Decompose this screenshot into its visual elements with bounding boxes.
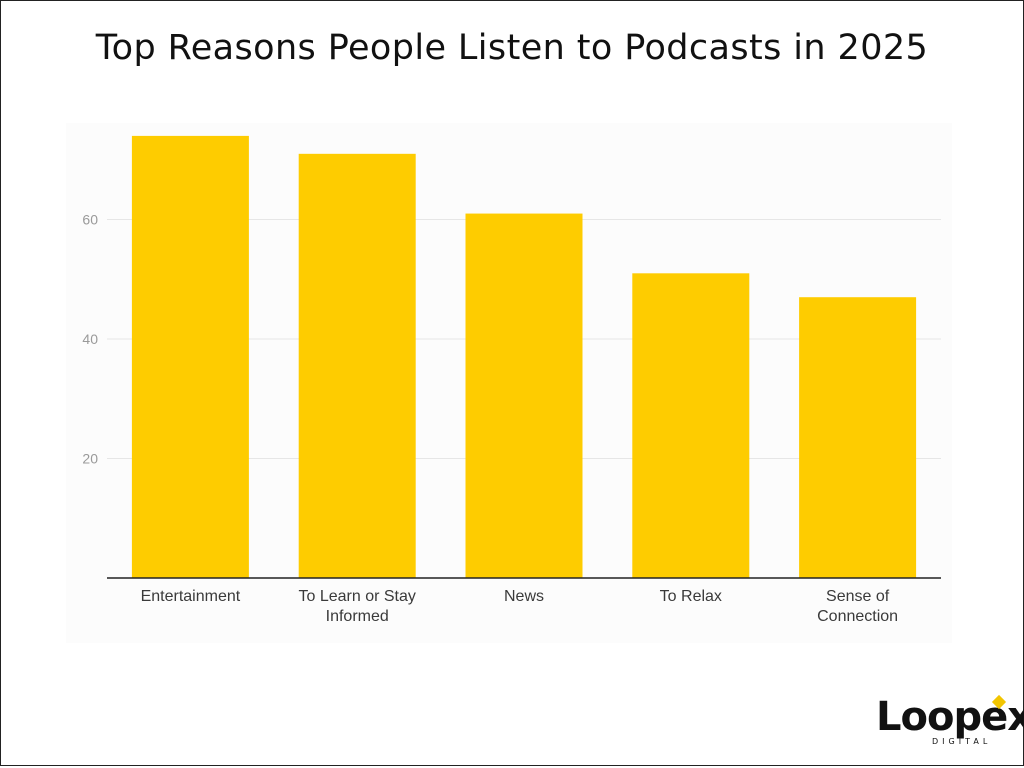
labels: 20 40 60 Entertainment To Learn or Stay Infor…	[82, 212, 898, 625]
x-category-label-3: News	[504, 588, 544, 605]
logo-tagline: DIGITAL	[932, 737, 992, 746]
y-tick-label-20: 20	[82, 451, 98, 467]
chart-title: Top Reasons People Listen to Podcasts in…	[95, 28, 929, 68]
x-category-label-4: To Relax	[660, 588, 722, 605]
y-tick-label-60: 60	[82, 212, 98, 228]
loopex-logo: Loopex DIGITAL	[870, 694, 1024, 755]
x-category-label-5: Sense of Connection	[817, 588, 898, 625]
bar-3	[465, 213, 583, 579]
bars	[131, 135, 917, 579]
bar-2	[298, 153, 416, 579]
y-tick-label-40: 40	[82, 331, 98, 347]
bar-4	[632, 273, 750, 578]
bar-5	[799, 297, 917, 578]
x-category-label-2: To Learn or Stay Informed	[298, 588, 415, 625]
bar-1	[131, 135, 249, 578]
x-category-label-1: Entertainment	[141, 588, 241, 605]
